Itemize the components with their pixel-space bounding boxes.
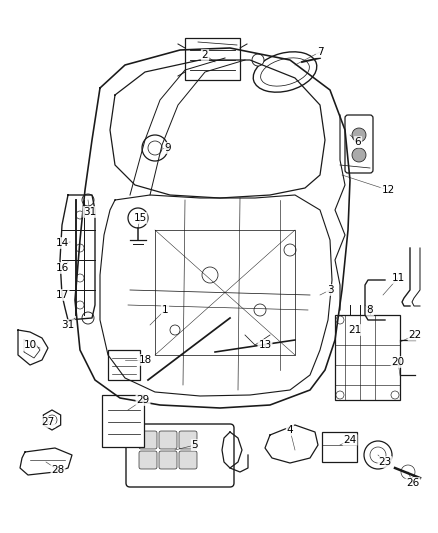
FancyBboxPatch shape bbox=[179, 431, 197, 449]
Text: 26: 26 bbox=[406, 478, 420, 488]
Circle shape bbox=[370, 447, 386, 463]
FancyBboxPatch shape bbox=[139, 431, 157, 449]
Text: 31: 31 bbox=[83, 207, 97, 217]
Text: 7: 7 bbox=[317, 47, 323, 57]
Circle shape bbox=[142, 135, 168, 161]
Text: 29: 29 bbox=[136, 395, 150, 405]
Ellipse shape bbox=[253, 52, 317, 92]
Text: 1: 1 bbox=[162, 305, 168, 315]
FancyBboxPatch shape bbox=[335, 315, 400, 400]
Circle shape bbox=[284, 244, 296, 256]
Text: 27: 27 bbox=[41, 417, 55, 427]
Circle shape bbox=[82, 312, 94, 324]
FancyBboxPatch shape bbox=[159, 431, 177, 449]
Circle shape bbox=[76, 301, 84, 309]
Text: 28: 28 bbox=[51, 465, 65, 475]
Circle shape bbox=[128, 208, 148, 228]
Text: 22: 22 bbox=[408, 330, 422, 340]
Circle shape bbox=[76, 244, 84, 252]
Circle shape bbox=[391, 391, 399, 399]
Text: 16: 16 bbox=[55, 263, 69, 273]
Circle shape bbox=[401, 465, 415, 479]
Text: 21: 21 bbox=[348, 325, 362, 335]
Text: 10: 10 bbox=[24, 340, 36, 350]
Circle shape bbox=[254, 304, 266, 316]
Text: 18: 18 bbox=[138, 355, 152, 365]
Text: 23: 23 bbox=[378, 457, 392, 467]
Circle shape bbox=[352, 148, 366, 162]
Circle shape bbox=[336, 391, 344, 399]
FancyBboxPatch shape bbox=[108, 350, 140, 380]
Circle shape bbox=[76, 274, 84, 282]
Text: 11: 11 bbox=[392, 273, 405, 283]
Text: 12: 12 bbox=[381, 185, 395, 195]
Text: 20: 20 bbox=[392, 357, 405, 367]
Ellipse shape bbox=[261, 58, 309, 86]
FancyBboxPatch shape bbox=[126, 424, 234, 487]
FancyBboxPatch shape bbox=[102, 395, 144, 447]
Text: 3: 3 bbox=[327, 285, 333, 295]
Circle shape bbox=[47, 415, 57, 425]
Circle shape bbox=[202, 267, 218, 283]
Text: 17: 17 bbox=[55, 290, 69, 300]
Circle shape bbox=[170, 325, 180, 335]
Circle shape bbox=[364, 441, 392, 469]
Circle shape bbox=[76, 211, 84, 219]
Text: 14: 14 bbox=[55, 238, 69, 248]
Circle shape bbox=[336, 316, 344, 324]
FancyBboxPatch shape bbox=[345, 115, 373, 173]
FancyBboxPatch shape bbox=[179, 451, 197, 469]
Text: 9: 9 bbox=[165, 143, 171, 153]
Text: 8: 8 bbox=[367, 305, 373, 315]
Circle shape bbox=[252, 54, 264, 66]
Circle shape bbox=[352, 128, 366, 142]
Text: 13: 13 bbox=[258, 340, 272, 350]
FancyBboxPatch shape bbox=[185, 38, 240, 80]
FancyBboxPatch shape bbox=[159, 451, 177, 469]
Text: 24: 24 bbox=[343, 435, 357, 445]
Text: 31: 31 bbox=[61, 320, 74, 330]
Text: 2: 2 bbox=[201, 50, 208, 60]
Circle shape bbox=[82, 194, 94, 206]
Text: 4: 4 bbox=[287, 425, 293, 435]
Text: 6: 6 bbox=[355, 137, 361, 147]
Text: 5: 5 bbox=[192, 440, 198, 450]
FancyBboxPatch shape bbox=[139, 451, 157, 469]
Text: 15: 15 bbox=[134, 213, 147, 223]
Circle shape bbox=[148, 141, 162, 155]
FancyBboxPatch shape bbox=[322, 432, 357, 462]
